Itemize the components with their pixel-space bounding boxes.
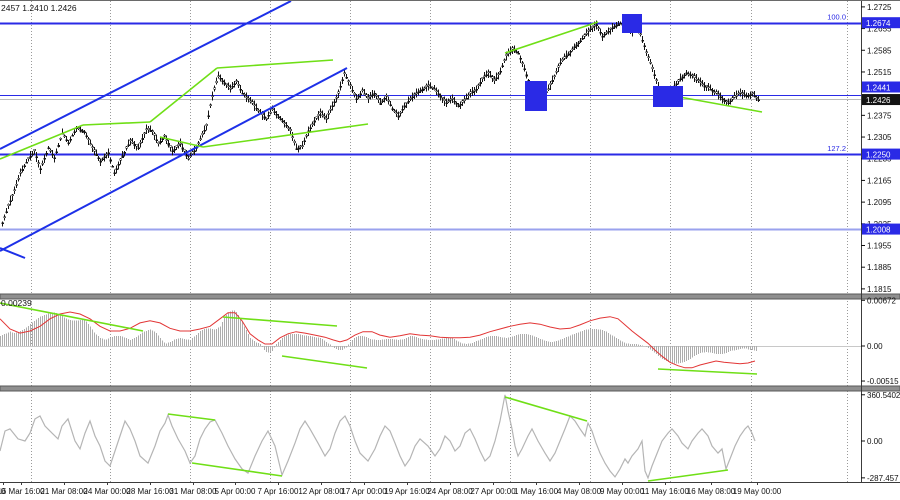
indicator-tick-label: 360.5402 [867,391,900,400]
horizontal-levels[interactable] [0,22,861,231]
ohlc-readout: 2457 1.2410 1.2426 [1,3,77,13]
price-tick-label: 1.2585 [867,46,892,55]
time-axis-label: 0 [1,487,6,496]
time-axis-label: 24 Mar 00:00 [83,487,131,496]
time-axis-label: 9 May 00:00 [600,487,645,496]
pattern-trendline[interactable] [216,59,334,69]
time-axis-label: 4 May 08:00 [557,487,602,496]
indicator-tick-label: 0.00 [867,437,883,446]
highlight-rectangle[interactable] [525,81,547,111]
time-axis-label: 5 Apr 00:00 [215,487,256,496]
macd-indicator-value: 0.00239 [1,298,32,308]
price-tick-label: 1.2515 [867,68,892,77]
candlesticks [1,20,760,227]
time-axis-label: 16 Mar 16:00 [0,487,45,496]
time-axis-label: 11 May 16:00 [641,487,689,496]
cci-line [0,394,756,480]
pattern-trendline[interactable] [82,121,151,126]
price-tick-label: 1.2305 [867,133,892,142]
price-tick-label: 1.1885 [867,263,892,272]
channel-trendline[interactable] [0,247,26,259]
fib-level-label: 127.2 [827,144,846,153]
highlight-squares[interactable] [525,14,683,111]
indicator-tick-label: -0.00515 [867,377,899,386]
price-axis: 1.2725 1.2655 1.2585 1.2515 1.2375 1.2305 1.22… [861,3,892,294]
time-axis-label: 12 Apr 08:00 [298,487,344,496]
axis-frame [0,1,900,483]
channel-trendlines[interactable] [0,1,348,259]
pattern-trendline[interactable] [504,396,588,422]
time-axis-label: 17 Apr 00:00 [341,487,387,496]
macd-signal-line [0,311,756,369]
time-axis-label: 24 Apr 08:00 [427,487,473,496]
indicator-axis: 0.00672 0.00 -0.00515 [861,296,899,386]
panel-separator[interactable] [0,385,900,392]
pattern-trendline[interactable] [222,316,338,327]
pattern-trendline[interactable] [167,413,216,421]
indicator-axis: 360.5402 0.00 -287.457 [861,391,900,483]
cci-trendlines[interactable] [167,396,729,482]
price-tick-label: 1.2655 [867,25,892,34]
macd-trendlines[interactable] [0,302,758,375]
pattern-trendline[interactable] [191,462,283,477]
svg-text:1.2674: 1.2674 [866,19,891,28]
svg-text:1.2250: 1.2250 [866,151,891,160]
fib-level-label: 100.0 [827,13,846,22]
channel-trendline[interactable] [0,67,348,252]
pattern-trendline[interactable] [504,21,599,54]
price-level-badge [862,81,900,93]
grid-lines [31,1,848,482]
price-level-badge [862,17,900,29]
highlight-rectangle[interactable] [653,86,683,107]
svg-text:1.2426: 1.2426 [866,96,891,105]
pattern-trendline[interactable] [0,302,144,332]
macd-histogram [0,310,861,364]
price-tick-label: 1.2165 [867,176,892,185]
current-price-badge [862,94,900,106]
pattern-trendline[interactable] [647,469,729,482]
pattern-trendline[interactable] [159,136,204,148]
pattern-trendline[interactable] [657,368,758,375]
time-axis-label: 21 Mar 08:00 [40,487,88,496]
price-tick-label: 1.2095 [867,198,892,207]
indicator-tick-label: -287.457 [867,474,899,483]
price-tick-label: 1.2725 [867,3,892,12]
pattern-trendline[interactable] [149,67,218,123]
price-level-badge [862,223,900,235]
time-axis-label: 27 Apr 00:00 [470,487,516,496]
time-axis-label: 1 May 16:00 [514,487,559,496]
panel-separators[interactable] [0,293,900,392]
pattern-trendline[interactable] [202,123,369,148]
svg-text:1.2008: 1.2008 [866,226,891,235]
price-tick-label: 1.1815 [867,285,892,294]
indicator-tick-label: 0.00 [867,342,883,351]
price-tick-label: 1.1955 [867,241,892,250]
price-level-badges: 1.2674 100.0 1.2441 1.2250 127.2 1.2008 1.2426 [827,13,900,235]
pattern-trendline[interactable] [281,355,368,369]
time-axis-label: 16 May 08:00 [687,487,736,496]
time-axis-label: 19 Apr 16:00 [384,487,430,496]
time-axis-label: 19 May 00:00 [733,487,782,496]
time-axis-label: 31 Mar 08:00 [169,487,217,496]
pattern-trendline[interactable] [0,124,84,160]
channel-trendline[interactable] [0,1,292,150]
svg-text:1.2441: 1.2441 [866,84,891,93]
indicator-tick-label: 0.00672 [867,296,896,305]
highlight-rectangle[interactable] [622,14,642,33]
time-axis-label: 7 Apr 16:00 [258,487,299,496]
price-level-badge [862,148,900,160]
panel-separator[interactable] [0,293,900,300]
price-tick-label: 1.2375 [867,111,892,120]
time-axis-label: 28 Mar 16:00 [126,487,174,496]
